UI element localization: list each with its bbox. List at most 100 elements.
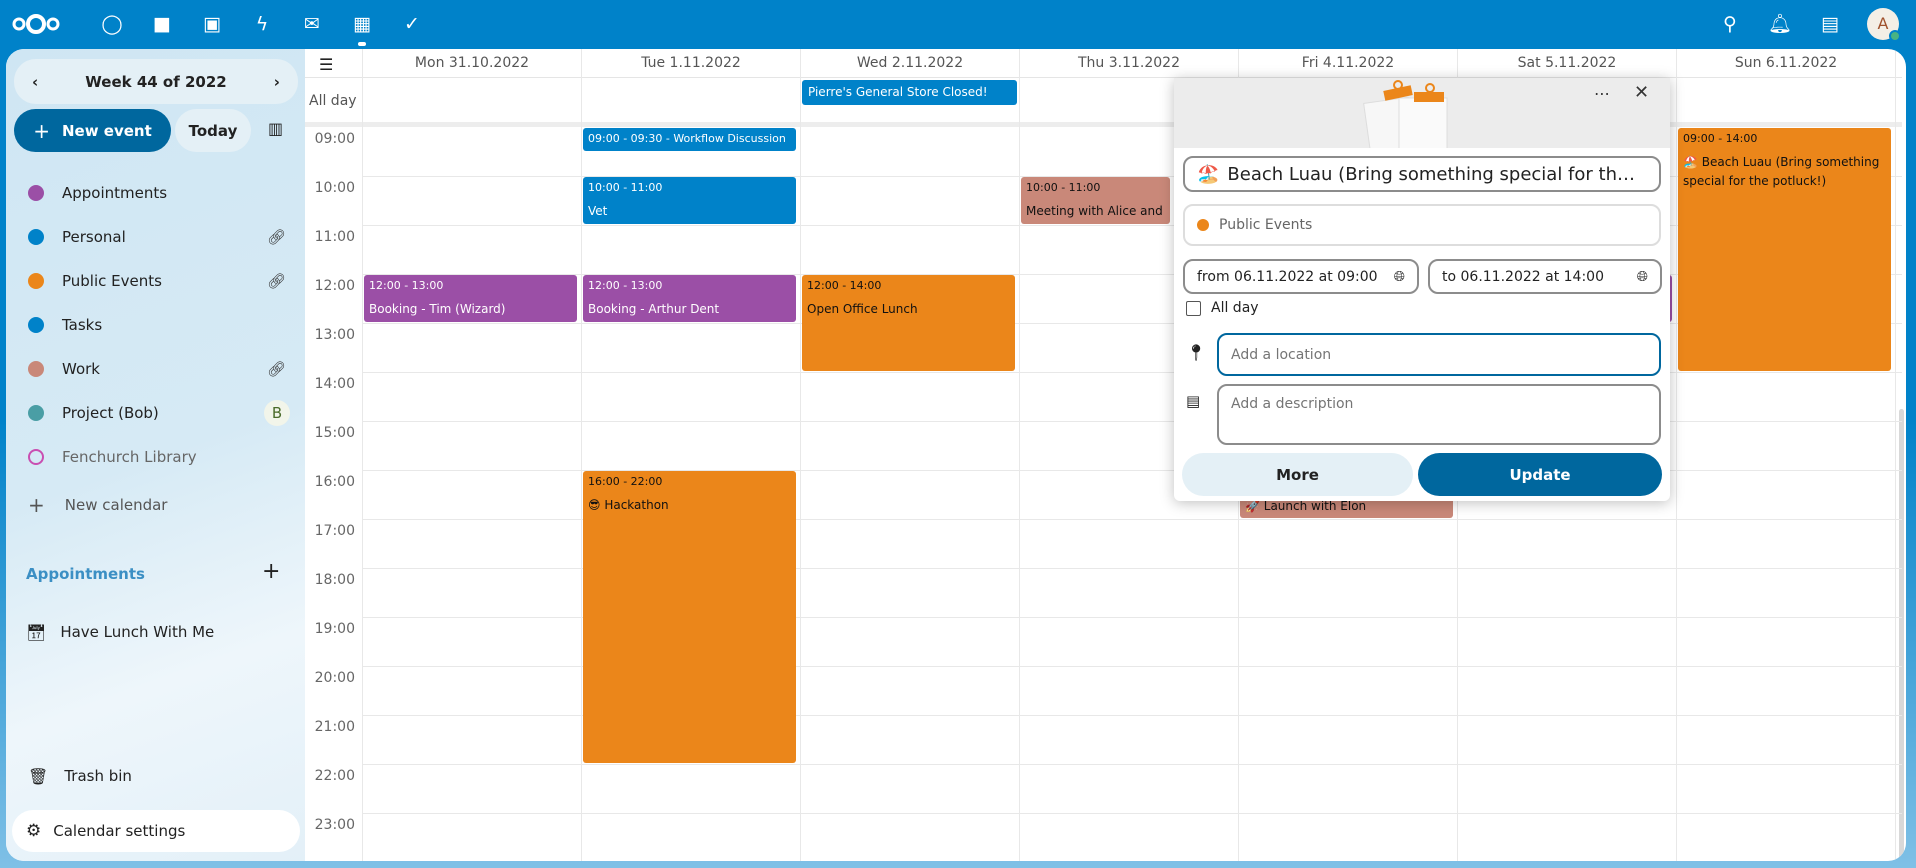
calendar-color-dot [1197, 219, 1209, 231]
calendar-event[interactable]: 16:00 - 22:00 😎 Hackathon [583, 471, 796, 763]
event-title: Vet [588, 204, 608, 218]
contacts-icon[interactable]: ▤ [1821, 13, 1839, 35]
calendar-item[interactable]: Public Events 🔗︎ [26, 261, 296, 301]
location-icon: 📍︎ [1186, 343, 1207, 362]
calendar-name: Tasks [62, 316, 103, 334]
calendar-item[interactable]: Tasks [26, 305, 296, 345]
event-popover: ⋯ ✕ 🏖️ Beach Luau (Bring something specia… [1174, 78, 1670, 501]
calendar-color-dot[interactable] [28, 317, 44, 333]
appointment-label: Have Lunch With Me [60, 623, 215, 641]
hour-label: 14:00 [314, 376, 355, 392]
calendar-item[interactable]: Appointments [26, 173, 296, 213]
start-date-input[interactable]: from 06.11.2022 at 09:00 🌐︎ [1183, 259, 1419, 294]
event-time: 12:00 - 13:00 [588, 279, 663, 292]
photos-icon[interactable]: ▣ [203, 13, 221, 35]
day-column-divider [800, 49, 801, 861]
calendar-event[interactable]: 09:00 - 09:30 - Workflow Discussion [583, 128, 796, 151]
tasks-icon[interactable]: ✓ [404, 13, 420, 35]
notifications-icon[interactable]: 🔔︎ [1768, 13, 1793, 35]
day-header[interactable]: Mon 31.10.2022 [362, 49, 581, 77]
files-icon[interactable]: ■ [153, 13, 171, 35]
more-actions-icon[interactable]: ⋯ [1594, 84, 1610, 103]
day-header[interactable]: Tue 1.11.2022 [581, 49, 800, 77]
calendar-event[interactable]: 10:00 - 11:00 Vet [583, 177, 796, 224]
hour-line [362, 176, 1902, 177]
calendar-item[interactable]: Fenchurch Library [26, 437, 296, 477]
view-switcher-icon[interactable]: ▥ [268, 119, 284, 138]
calendar-item[interactable]: Project (Bob) B [26, 393, 296, 433]
location-input[interactable] [1217, 333, 1661, 376]
day-header[interactable]: Wed 2.11.2022 [800, 49, 1019, 77]
new-calendar-button[interactable]: + New calendar [26, 485, 296, 525]
globe-icon[interactable]: 🌐︎ [1393, 268, 1405, 285]
close-icon[interactable]: ✕ [1634, 82, 1650, 103]
all-day-checkbox[interactable] [1186, 301, 1201, 316]
today-button[interactable]: Today [175, 109, 251, 152]
day-column-divider [1019, 49, 1020, 861]
calendar-item[interactable]: Work 🔗︎ [26, 349, 296, 389]
dashboard-icon[interactable]: ◯ [101, 13, 123, 35]
update-button[interactable]: Update [1418, 453, 1662, 496]
calendar-name: Work [62, 360, 100, 378]
calendar-picker[interactable]: Public Events [1183, 204, 1661, 246]
activity-icon[interactable]: ϟ [255, 13, 269, 35]
day-column-divider [1895, 49, 1896, 861]
calendar-icon[interactable]: ▦ [353, 13, 371, 35]
appointment-item[interactable]: 📅︎ Have Lunch With Me [26, 612, 296, 652]
calendar-color-dot[interactable] [28, 229, 44, 245]
header-divider [305, 77, 1902, 78]
hour-line [362, 519, 1902, 520]
description-input[interactable] [1217, 384, 1661, 445]
calendar-event[interactable]: 12:00 - 13:00 Booking - Arthur Dent [583, 275, 796, 322]
day-header[interactable]: Thu 3.11.2022 [1019, 49, 1238, 77]
nextcloud-logo[interactable] [12, 12, 60, 36]
mail-icon[interactable]: ✉ [304, 13, 320, 35]
add-appointment-button[interactable]: + [262, 559, 281, 584]
calendar-event[interactable]: 10:00 - 11:00 Meeting with Alice and B [1021, 177, 1170, 224]
day-column-divider [362, 49, 363, 861]
all-day-event[interactable]: Pierre's General Store Closed! [802, 80, 1017, 105]
previous-week-button[interactable]: ‹ [32, 72, 39, 91]
calendar-color-dot[interactable] [28, 405, 44, 421]
calendar-color-dot[interactable] [28, 449, 44, 465]
day-header[interactable]: Sun 6.11.2022 [1676, 49, 1895, 77]
search-icon[interactable]: ⚲ [1723, 13, 1737, 35]
calendar-event[interactable]: 12:00 - 14:00 Open Office Lunch [802, 275, 1015, 371]
week-label[interactable]: Week 44 of 2022 [85, 72, 227, 91]
hour-line [362, 715, 1902, 716]
event-title: Meeting with Alice and B [1026, 204, 1165, 218]
new-event-button[interactable]: + New event [14, 109, 171, 152]
plus-icon: + [28, 493, 45, 517]
calendar-item[interactable]: Personal 🔗︎ [26, 217, 296, 257]
day-header[interactable]: Fri 4.11.2022 [1238, 49, 1457, 77]
hour-label: 11:00 [314, 229, 355, 245]
hour-label: 23:00 [314, 817, 355, 833]
calendar-event[interactable]: 12:00 - 13:00 Booking - Tim (Wizard) [364, 275, 577, 322]
hour-label: 15:00 [314, 425, 355, 441]
globe-icon[interactable]: 🌐︎ [1636, 268, 1648, 285]
event-title: Beach Luau (Bring something special for … [1227, 163, 1635, 185]
calendar-color-dot[interactable] [28, 185, 44, 201]
next-week-button[interactable]: › [273, 72, 280, 91]
calendar-settings-button[interactable]: ⚙ Calendar settings [12, 810, 300, 852]
share-link-icon[interactable]: 🔗︎ [266, 228, 286, 246]
more-button[interactable]: More [1182, 453, 1413, 496]
day-header[interactable]: Sat 5.11.2022 [1457, 49, 1676, 77]
share-link-icon[interactable]: 🔗︎ [266, 360, 286, 378]
avatar[interactable]: A [1867, 8, 1901, 42]
calendar-color-dot[interactable] [28, 361, 44, 377]
event-title-input[interactable]: 🏖️ Beach Luau (Bring something special fo… [1183, 156, 1661, 192]
shared-by-avatar: B [264, 400, 290, 426]
settings-label: Calendar settings [53, 822, 186, 840]
end-date-input[interactable]: to 06.11.2022 at 14:00 🌐︎ [1428, 259, 1662, 294]
popover-illustration [1174, 78, 1670, 148]
toggle-sidebar-icon[interactable]: ☰ [319, 55, 334, 74]
calendar-color-dot[interactable] [28, 273, 44, 289]
share-link-icon[interactable]: 🔗︎ [266, 272, 286, 290]
calendar-event[interactable]: 09:00 - 14:00 🏖️ Beach Luau (Bring someth… [1678, 128, 1891, 371]
scrollbar[interactable] [1899, 409, 1904, 859]
event-time: 16:00 - 22:00 [588, 475, 663, 488]
trash-bin-button[interactable]: 🗑︎ Trash bin [26, 756, 296, 796]
hour-label: 19:00 [314, 621, 355, 637]
calendar-name: Project (Bob) [62, 404, 159, 422]
